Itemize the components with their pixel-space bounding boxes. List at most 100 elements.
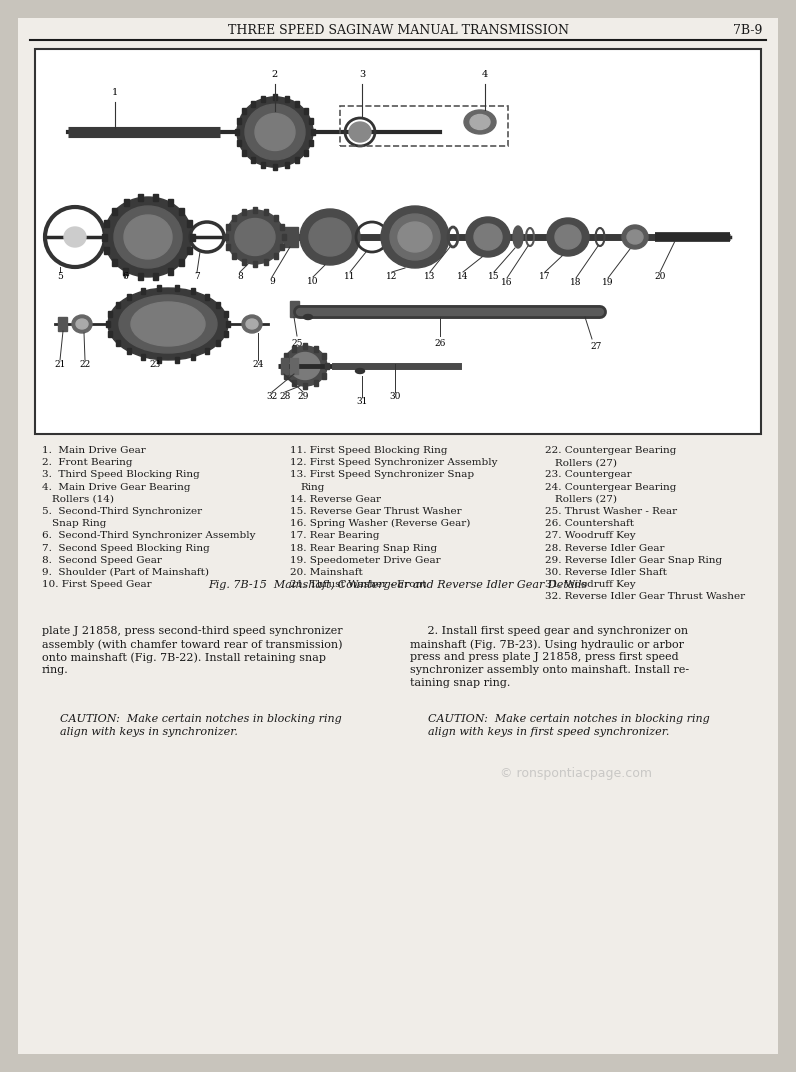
Bar [309, 118, 313, 124]
Bar [58, 317, 67, 331]
Text: 18: 18 [570, 278, 582, 287]
Ellipse shape [555, 225, 581, 249]
Bar [284, 227, 298, 247]
Bar [127, 294, 131, 300]
Text: 27. Woodruff Key: 27. Woodruff Key [545, 532, 636, 540]
Bar [224, 331, 228, 337]
Ellipse shape [290, 353, 320, 379]
Bar [274, 253, 278, 259]
Text: 11. First Speed Blocking Ring: 11. First Speed Blocking Ring [290, 446, 447, 455]
Text: Snap Ring: Snap Ring [52, 519, 107, 528]
Text: 17. Rear Bearing: 17. Rear Bearing [290, 532, 380, 540]
Bar [138, 194, 142, 202]
Bar [295, 101, 299, 107]
Text: 8.  Second Speed Gear: 8. Second Speed Gear [42, 555, 162, 565]
Bar [295, 158, 299, 163]
Text: Ring: Ring [300, 482, 325, 492]
Text: 30. Reverse Idler Shaft: 30. Reverse Idler Shaft [545, 568, 667, 577]
Text: 31: 31 [357, 397, 368, 406]
Text: 5.  Second-Third Synchronizer: 5. Second-Third Synchronizer [42, 507, 202, 516]
Text: 12. First Speed Synchronizer Assembly: 12. First Speed Synchronizer Assembly [290, 458, 498, 467]
Bar [314, 381, 318, 386]
Text: 9: 9 [269, 277, 275, 286]
Bar [304, 108, 308, 115]
Text: 29: 29 [298, 392, 309, 401]
Text: THREE SPEED SAGINAW MANUAL TRANSMISSION: THREE SPEED SAGINAW MANUAL TRANSMISSION [228, 24, 568, 36]
Bar [108, 331, 112, 337]
Ellipse shape [547, 218, 589, 256]
Ellipse shape [76, 319, 88, 329]
Ellipse shape [474, 224, 502, 250]
Bar [279, 224, 284, 229]
Ellipse shape [622, 225, 648, 249]
Bar [158, 285, 162, 292]
Bar [284, 353, 288, 359]
Bar [141, 354, 145, 360]
Ellipse shape [237, 96, 313, 167]
Bar [237, 118, 241, 124]
Bar [104, 248, 109, 254]
Text: 15. Reverse Gear Thrust Washer: 15. Reverse Gear Thrust Washer [290, 507, 462, 516]
Bar [309, 139, 313, 146]
Bar [284, 373, 288, 379]
Text: align with keys in first speed synchronizer.: align with keys in first speed synchroni… [428, 727, 669, 738]
Ellipse shape [242, 315, 262, 333]
Bar [158, 357, 162, 362]
Text: 5: 5 [57, 272, 63, 281]
Text: align with keys in synchronizer.: align with keys in synchronizer. [60, 727, 238, 738]
Ellipse shape [104, 197, 192, 277]
Ellipse shape [246, 319, 258, 329]
Bar [224, 311, 228, 317]
Bar [115, 301, 119, 308]
Text: 8: 8 [237, 272, 243, 281]
Bar [303, 383, 307, 389]
Text: Rollers (27): Rollers (27) [555, 458, 617, 467]
Bar [191, 288, 195, 294]
Text: 29. Reverse Idler Gear Snap Ring: 29. Reverse Idler Gear Snap Ring [545, 555, 722, 565]
Ellipse shape [398, 222, 432, 252]
Bar [35, 49, 761, 434]
Ellipse shape [309, 218, 351, 256]
Text: 16. Spring Washer (Reverse Gear): 16. Spring Washer (Reverse Gear) [290, 519, 470, 528]
Bar [217, 341, 220, 346]
Text: 26: 26 [435, 339, 446, 348]
Bar [242, 209, 246, 215]
Bar [273, 164, 277, 170]
Text: 30: 30 [389, 392, 400, 401]
Text: 27: 27 [590, 342, 601, 351]
Bar [153, 194, 158, 202]
Bar [311, 129, 315, 135]
Bar [226, 321, 230, 327]
Ellipse shape [356, 369, 365, 373]
Bar [282, 234, 286, 240]
Bar [242, 108, 246, 115]
Text: taining snap ring.: taining snap ring. [410, 678, 510, 688]
Bar [174, 357, 178, 362]
Bar [290, 358, 298, 374]
Bar [189, 234, 194, 240]
Ellipse shape [245, 104, 305, 160]
Bar [167, 199, 173, 206]
Bar [242, 150, 246, 155]
Text: 1.  Main Drive Gear: 1. Main Drive Gear [42, 446, 146, 455]
Text: 20. Mainshaft: 20. Mainshaft [290, 568, 363, 577]
Bar [251, 101, 255, 107]
Text: 12: 12 [386, 272, 398, 281]
Bar [232, 253, 236, 259]
Bar [279, 244, 284, 251]
Bar [205, 294, 209, 300]
Ellipse shape [64, 227, 86, 247]
Text: 23: 23 [150, 360, 161, 369]
Text: 7: 7 [194, 272, 200, 281]
Ellipse shape [466, 217, 510, 257]
Bar [138, 273, 142, 280]
Text: © ronspontiacpage.com: © ronspontiacpage.com [500, 768, 652, 780]
Text: 23. Countergear: 23. Countergear [545, 471, 631, 479]
Bar [274, 214, 278, 221]
Text: 4: 4 [482, 70, 488, 79]
Bar [179, 208, 184, 214]
Bar [108, 311, 112, 317]
Text: 6: 6 [122, 272, 128, 281]
Text: 13: 13 [424, 272, 435, 281]
Text: assembly (with chamfer toward rear of transmission): assembly (with chamfer toward rear of tr… [42, 639, 342, 650]
